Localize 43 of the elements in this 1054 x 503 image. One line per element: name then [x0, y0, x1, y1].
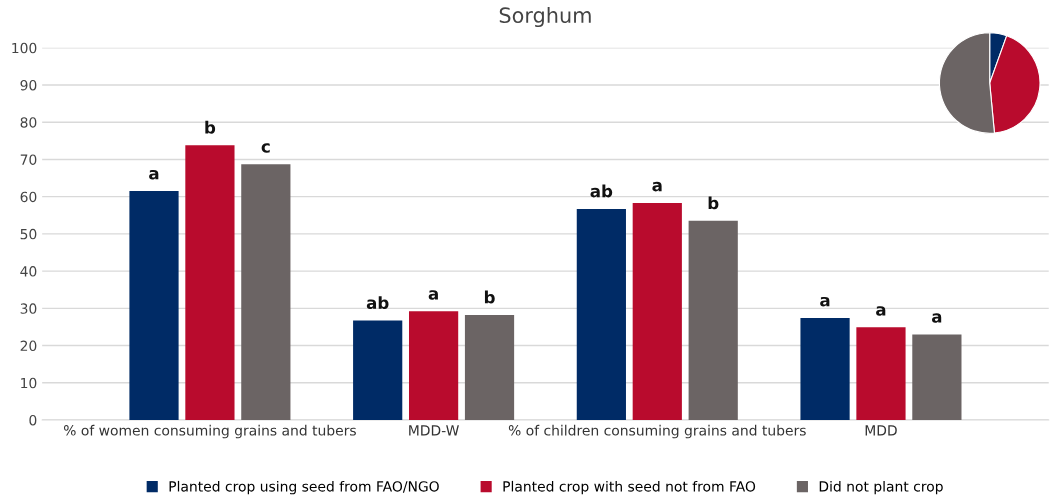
bar [800, 318, 850, 420]
data-label: b [484, 290, 495, 304]
data-label: c [261, 143, 270, 153]
y-tick-label: 0 [29, 414, 37, 426]
data-label: a [652, 181, 662, 192]
bar [912, 334, 962, 420]
y-tick-label: 80 [20, 117, 37, 128]
chart-title: Sorghum [499, 6, 591, 28]
data-label: a [428, 290, 438, 300]
data-label: a [931, 313, 942, 323]
y-tick-label: 40 [20, 266, 37, 277]
y-tick-label: 60 [20, 191, 37, 203]
bar [409, 311, 459, 420]
x-tick-label: MDD [865, 425, 897, 436]
data-label: ab [590, 184, 613, 198]
data-label: b [205, 120, 216, 134]
x-tick-label: % of women consuming grains and tubers [63, 424, 356, 439]
y-tick-label: 10 [21, 377, 37, 389]
bar [353, 320, 403, 420]
y-tick-label: 50 [20, 228, 37, 240]
bar [241, 164, 291, 420]
data-label: b [708, 196, 719, 210]
data-label: a [149, 169, 159, 180]
bar [185, 145, 235, 420]
bar [856, 327, 906, 420]
data-label: a [820, 296, 830, 307]
x-tick-label: MDD-W [409, 425, 459, 436]
x-tick-label: % of children consuming grains and tubers [508, 424, 806, 439]
legend-label: Planted crop using seed from FAO/NGO [169, 480, 439, 495]
data-label: ab [366, 296, 389, 310]
data-label: a [876, 306, 886, 316]
legend-label: Did not plant crop [819, 480, 943, 495]
bar [129, 191, 179, 420]
y-tick-label: 20 [20, 340, 37, 352]
y-tick-label: 90 [20, 79, 37, 91]
legend-label: Planted crop with seed not from FAO [503, 480, 756, 495]
bar [632, 203, 682, 420]
bar [576, 208, 626, 420]
y-tick-label: 30 [20, 303, 37, 314]
y-tick-label: 70 [20, 154, 37, 165]
bar [688, 220, 738, 420]
y-tick-label: 100 [12, 42, 37, 54]
bar [464, 315, 515, 420]
